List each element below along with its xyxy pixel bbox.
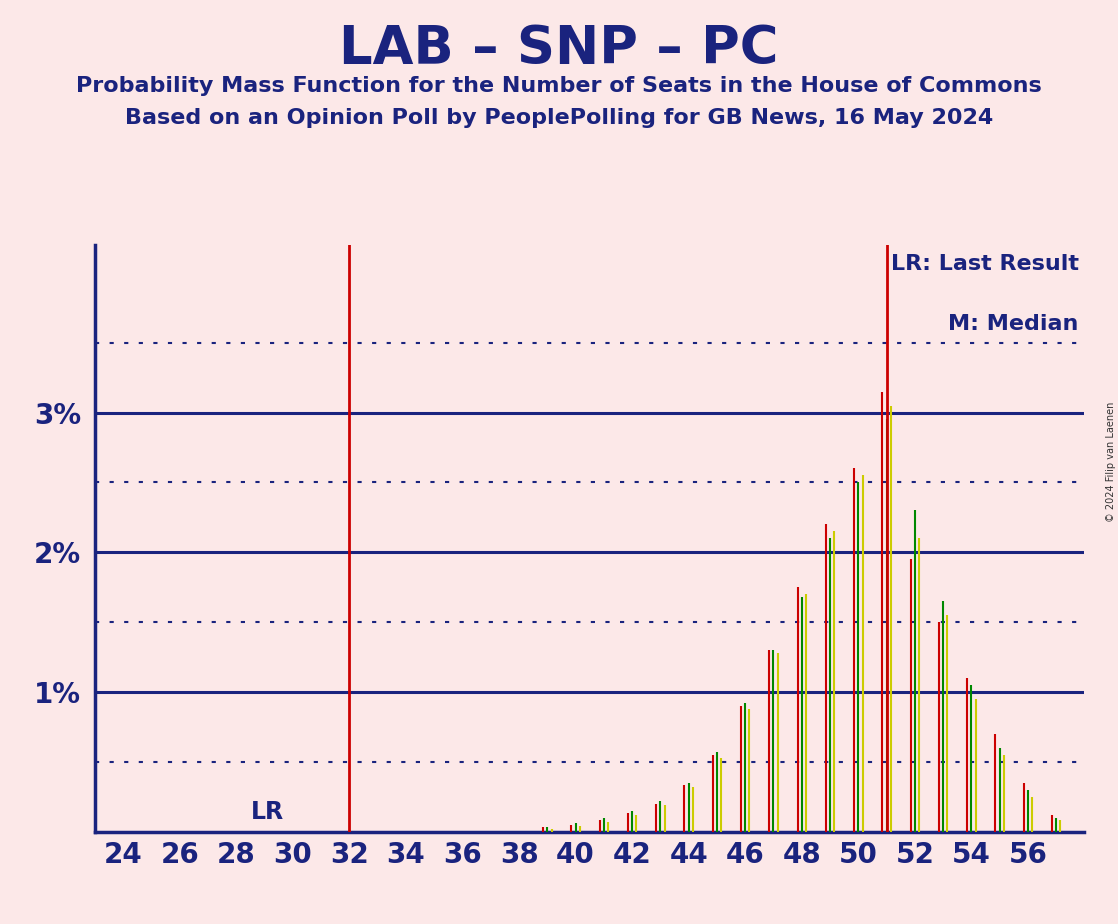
- Text: 50: 50: [838, 841, 878, 869]
- Text: © 2024 Filip van Laenen: © 2024 Filip van Laenen: [1106, 402, 1116, 522]
- Text: LR: LR: [250, 800, 284, 824]
- Text: LAB – SNP – PC: LAB – SNP – PC: [339, 23, 779, 75]
- Text: LR: Last Result: LR: Last Result: [891, 254, 1079, 274]
- Text: 32: 32: [330, 841, 369, 869]
- Text: 56: 56: [1008, 841, 1048, 869]
- Text: 42: 42: [613, 841, 652, 869]
- Text: Probability Mass Function for the Number of Seats in the House of Commons: Probability Mass Function for the Number…: [76, 76, 1042, 96]
- Text: 34: 34: [387, 841, 425, 869]
- Text: 38: 38: [500, 841, 539, 869]
- Text: 54: 54: [951, 841, 991, 869]
- Text: 40: 40: [557, 841, 595, 869]
- Text: 28: 28: [217, 841, 256, 869]
- Text: Based on an Opinion Poll by PeoplePolling for GB News, 16 May 2024: Based on an Opinion Poll by PeoplePollin…: [125, 108, 993, 128]
- Text: 52: 52: [896, 841, 935, 869]
- Text: 48: 48: [783, 841, 821, 869]
- Text: 36: 36: [443, 841, 482, 869]
- Text: 46: 46: [726, 841, 765, 869]
- Text: 24: 24: [104, 841, 143, 869]
- Text: 44: 44: [670, 841, 708, 869]
- Text: M: Median: M: Median: [948, 314, 1079, 334]
- Text: 26: 26: [161, 841, 199, 869]
- Text: 30: 30: [274, 841, 312, 869]
